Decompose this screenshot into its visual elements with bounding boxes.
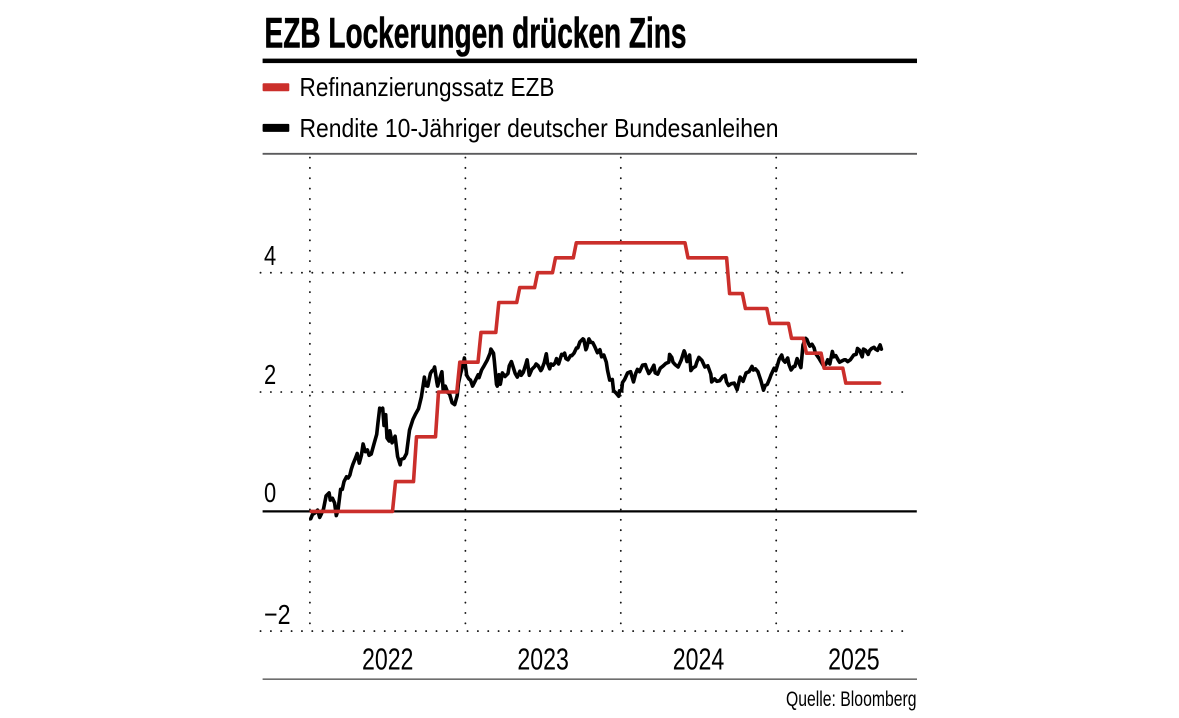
svg-text:0: 0: [264, 477, 276, 508]
svg-text:Quelle: Bloomberg: Quelle: Bloomberg: [786, 688, 917, 711]
svg-text:Rendite 10-Jähriger deutscher: Rendite 10-Jähriger deutscher Bundesanle…: [300, 113, 779, 143]
svg-text:4: 4: [264, 240, 276, 271]
svg-text:EZB Lockerungen drücken Zins: EZB Lockerungen drücken Zins: [265, 10, 687, 58]
svg-text:2024: 2024: [673, 641, 725, 676]
svg-text:−2: −2: [264, 599, 291, 630]
svg-text:2022: 2022: [362, 641, 414, 676]
svg-text:Refinanzierungssatz EZB: Refinanzierungssatz EZB: [300, 72, 555, 102]
svg-text:2025: 2025: [828, 641, 880, 676]
svg-text:2: 2: [264, 359, 276, 390]
svg-text:2023: 2023: [517, 641, 569, 676]
